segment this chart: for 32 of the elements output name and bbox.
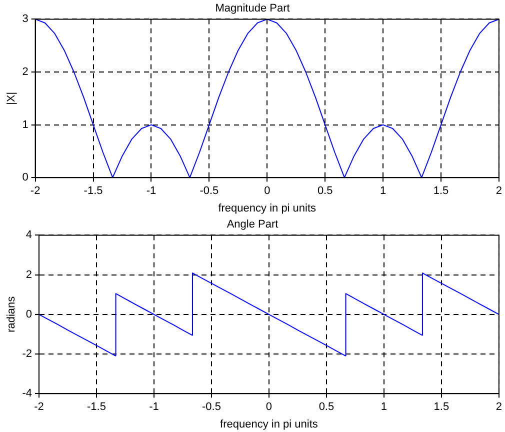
x-tick-label: 2	[496, 185, 502, 198]
x-tick-label: -1	[149, 401, 159, 414]
x-tick-label: -0.5	[200, 185, 219, 198]
chart-title: Angle Part	[226, 218, 278, 231]
y-tick-label: -4	[22, 388, 32, 400]
x-tick-label: 0.5	[317, 185, 333, 198]
x-tick-label: 1	[380, 185, 386, 198]
x-tick-label: 0	[264, 185, 270, 198]
y-axis-title: radians	[6, 296, 18, 332]
x-tick-label: -1.5	[86, 401, 106, 414]
y-tick-label: 3	[22, 13, 28, 26]
x-tick-label: 1.5	[433, 185, 449, 198]
chart-title: Magnitude Part	[215, 2, 290, 15]
x-tick-label: -2	[34, 401, 44, 414]
x-tick-label: 2	[496, 401, 502, 414]
y-tick-label: -2	[22, 348, 32, 360]
x-axis-title: frequency in pi units	[220, 418, 318, 430]
x-tick-label: -1	[146, 185, 156, 198]
y-tick-label: 0	[22, 172, 28, 184]
x-tick-label: 0	[266, 401, 272, 414]
y-tick-label: 2	[26, 268, 32, 281]
y-tick-label: 2	[22, 66, 28, 78]
x-tick-label: 1	[380, 401, 388, 414]
x-tick-label: 0.5	[318, 401, 334, 414]
x-tick-label: -1.5	[84, 185, 103, 198]
x-tick-label: -0.5	[202, 401, 221, 414]
y-axis-title: |X|	[6, 92, 18, 105]
y-tick-label: 0	[26, 308, 32, 320]
x-tick-label: 1.5	[434, 401, 450, 414]
y-tick-label: 1	[22, 118, 28, 131]
y-tick-label: 4	[26, 229, 32, 242]
x-axis-title: frequency in pi units	[218, 202, 317, 214]
